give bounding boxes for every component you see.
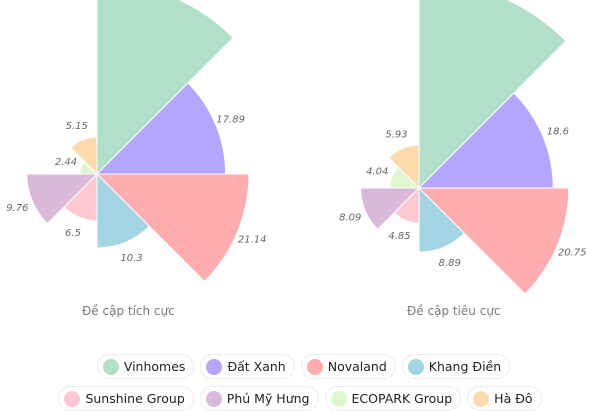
rose-sector-hà-đô[interactable]: [388, 144, 420, 190]
rose-sector-hà-đô[interactable]: [70, 136, 98, 176]
legend-swatch-icon: [206, 358, 223, 375]
rose-sector-đất-xanh[interactable]: [95, 82, 227, 175]
legend-swatch-icon: [407, 358, 424, 375]
legend-item-vinhomes[interactable]: Vinhomes: [96, 354, 195, 379]
rose-sector-vinhomes[interactable]: [96, 0, 234, 176]
legend-item-ecopark-group[interactable]: ECOPARK Group: [324, 386, 462, 411]
legend-swatch-icon: [205, 390, 222, 407]
legend-row-2: Sunshine Group Phú Mỹ Hưng ECOPARK Group…: [0, 386, 600, 411]
legend-item-ha-do[interactable]: Hà Đô: [467, 386, 542, 411]
legend-swatch-icon: [64, 390, 81, 407]
value-label: 21.14: [238, 234, 267, 245]
rose-sector-novaland[interactable]: [95, 173, 250, 283]
legend-label: Vinhomes: [123, 359, 186, 374]
legend-label: Khang Điền: [428, 359, 502, 374]
legend-item-khang-dien[interactable]: Khang Điền: [401, 354, 511, 379]
legend-swatch-icon: [473, 390, 490, 407]
value-label: 4.04: [366, 167, 388, 178]
rose-sector-đất-xanh[interactable]: [417, 92, 554, 189]
positive-mentions-rose-chart: 17.89 21.14 10.3 6.5 9.76 2.44 5.15: [6, 0, 267, 283]
positive-chart-title: Đề cập tích cực: [82, 304, 175, 318]
legend-label: Phú Mỹ Hưng: [226, 391, 310, 406]
legend-label: Đất Xanh: [227, 359, 286, 374]
legend-item-dat-xanh[interactable]: Đất Xanh: [200, 354, 295, 379]
legend-swatch-icon: [306, 358, 323, 375]
legend-row-1: Vinhomes Đất Xanh Novaland Khang Điền: [0, 354, 600, 379]
rose-sector-phú-mỹ-hưng[interactable]: [26, 173, 99, 225]
legend-label: Novaland: [327, 359, 387, 374]
value-label: 5.15: [66, 121, 88, 132]
legend-label: ECOPARK Group: [351, 391, 453, 406]
legend-item-sunshine-group[interactable]: Sunshine Group: [58, 386, 194, 411]
legend-swatch-icon: [102, 358, 119, 375]
legend-item-novaland[interactable]: Novaland: [300, 354, 396, 379]
legend-item-phu-my-hung[interactable]: Phú Mỹ Hưng: [199, 386, 319, 411]
value-label: 8.09: [339, 212, 361, 223]
negative-mentions-rose-chart: 18.6 20.75 8.89 4.85 8.09 4.04 5.93: [339, 0, 587, 295]
value-label: 17.89: [216, 115, 245, 126]
value-label: 18.6: [547, 126, 569, 137]
value-label: 4.85: [388, 231, 410, 242]
value-label: 20.75: [558, 247, 587, 258]
value-label: 6.5: [65, 228, 81, 239]
value-label: 2.44: [55, 157, 77, 168]
rose-sector-phú-mỹ-hưng[interactable]: [360, 187, 421, 231]
legend-swatch-icon: [330, 390, 347, 407]
legend-label: Hà Đô: [494, 391, 533, 406]
rose-sector-khang-điền[interactable]: [418, 186, 466, 253]
legend-label: Sunshine Group: [85, 391, 185, 406]
rose-sector-vinhomes[interactable]: [418, 0, 567, 190]
value-label: 10.3: [120, 253, 142, 264]
value-label: 9.76: [6, 203, 28, 214]
value-label: 8.89: [439, 258, 461, 269]
value-label: 5.93: [385, 130, 407, 141]
rose-sector-novaland[interactable]: [417, 187, 570, 295]
rose-charts: 17.89 21.14 10.3 6.5 9.76 2.44 5.15 18.6 20.75 8…: [6, 0, 587, 295]
rose-sector-khang-điền[interactable]: [96, 172, 151, 249]
negative-chart-title: Đề cập tiêu cực: [407, 304, 501, 318]
